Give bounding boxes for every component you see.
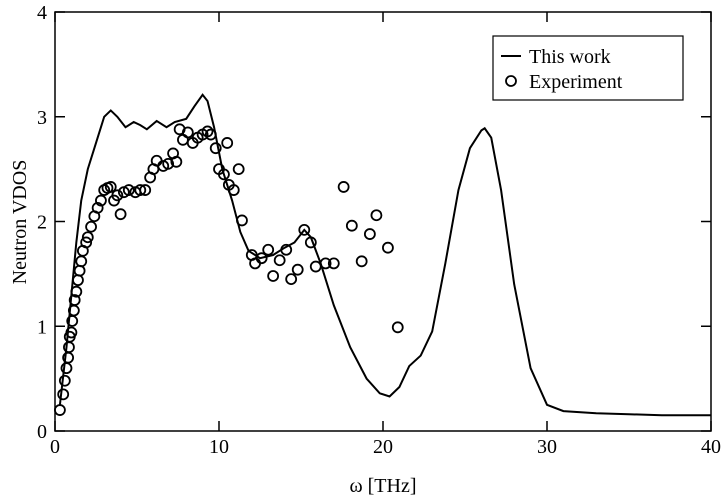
data-point xyxy=(285,273,298,286)
data-point xyxy=(304,236,317,249)
data-point xyxy=(218,168,230,181)
x-tick-label: 0 xyxy=(50,436,60,458)
data-point xyxy=(111,189,124,202)
x-tick-label: 10 xyxy=(209,436,229,458)
data-point xyxy=(63,341,75,354)
data-point xyxy=(262,243,275,256)
data-point xyxy=(309,260,322,273)
data-point xyxy=(255,252,268,265)
data-point xyxy=(280,243,293,256)
data-point xyxy=(91,201,104,214)
data-point xyxy=(139,184,152,196)
data-point xyxy=(80,236,93,249)
x-tick-label: 30 xyxy=(537,436,557,458)
data-point xyxy=(327,257,340,270)
legend-label: Experiment xyxy=(529,71,623,93)
data-point xyxy=(181,126,194,139)
data-point xyxy=(54,404,66,416)
data-line xyxy=(58,93,711,417)
data-point xyxy=(227,184,240,196)
data-point xyxy=(382,241,394,254)
x-axis-label: ω [THz] xyxy=(349,475,416,497)
data-point xyxy=(60,362,73,375)
data-point xyxy=(273,254,286,267)
data-point xyxy=(298,223,311,236)
y-axis-label: Neutron VDOS xyxy=(9,160,31,285)
data-point xyxy=(162,157,175,170)
data-point xyxy=(204,128,217,141)
y-tick-label: 3 xyxy=(37,107,47,129)
data-point xyxy=(291,263,304,276)
data-point xyxy=(73,264,86,277)
data-point xyxy=(232,163,245,176)
data-point xyxy=(391,321,404,334)
data-point xyxy=(337,181,350,193)
data-point xyxy=(363,228,376,240)
data-point xyxy=(236,214,248,227)
data-point xyxy=(134,184,147,196)
y-tick-label: 0 xyxy=(37,421,47,443)
x-tick-label: 20 xyxy=(373,436,393,458)
data-point xyxy=(177,133,189,146)
data-point xyxy=(122,184,135,196)
data-point xyxy=(267,270,280,282)
data-point xyxy=(201,125,214,138)
data-point xyxy=(58,374,71,387)
data-point xyxy=(370,209,383,222)
data-point xyxy=(70,285,83,298)
data-point xyxy=(355,255,368,268)
data-point xyxy=(345,219,358,232)
data-point xyxy=(221,137,234,149)
data-point xyxy=(104,181,117,193)
legend-label: This work xyxy=(529,46,611,68)
y-tick-label: 4 xyxy=(37,2,47,24)
legend-box xyxy=(492,35,684,101)
data-point xyxy=(95,194,107,207)
data-point xyxy=(57,388,70,401)
data-point xyxy=(72,274,84,287)
data-point xyxy=(209,142,222,155)
data-point xyxy=(114,208,127,221)
data-point xyxy=(319,257,332,270)
data-point xyxy=(75,255,88,268)
data-point xyxy=(85,220,97,233)
y-tick-label: 1 xyxy=(37,316,47,338)
y-tick-label: 2 xyxy=(37,212,47,234)
data-point xyxy=(81,231,94,244)
x-tick-label: 40 xyxy=(701,436,721,458)
data-point xyxy=(68,294,81,306)
data-point xyxy=(65,326,78,339)
data-point xyxy=(170,155,183,168)
legend-marker xyxy=(505,75,517,87)
